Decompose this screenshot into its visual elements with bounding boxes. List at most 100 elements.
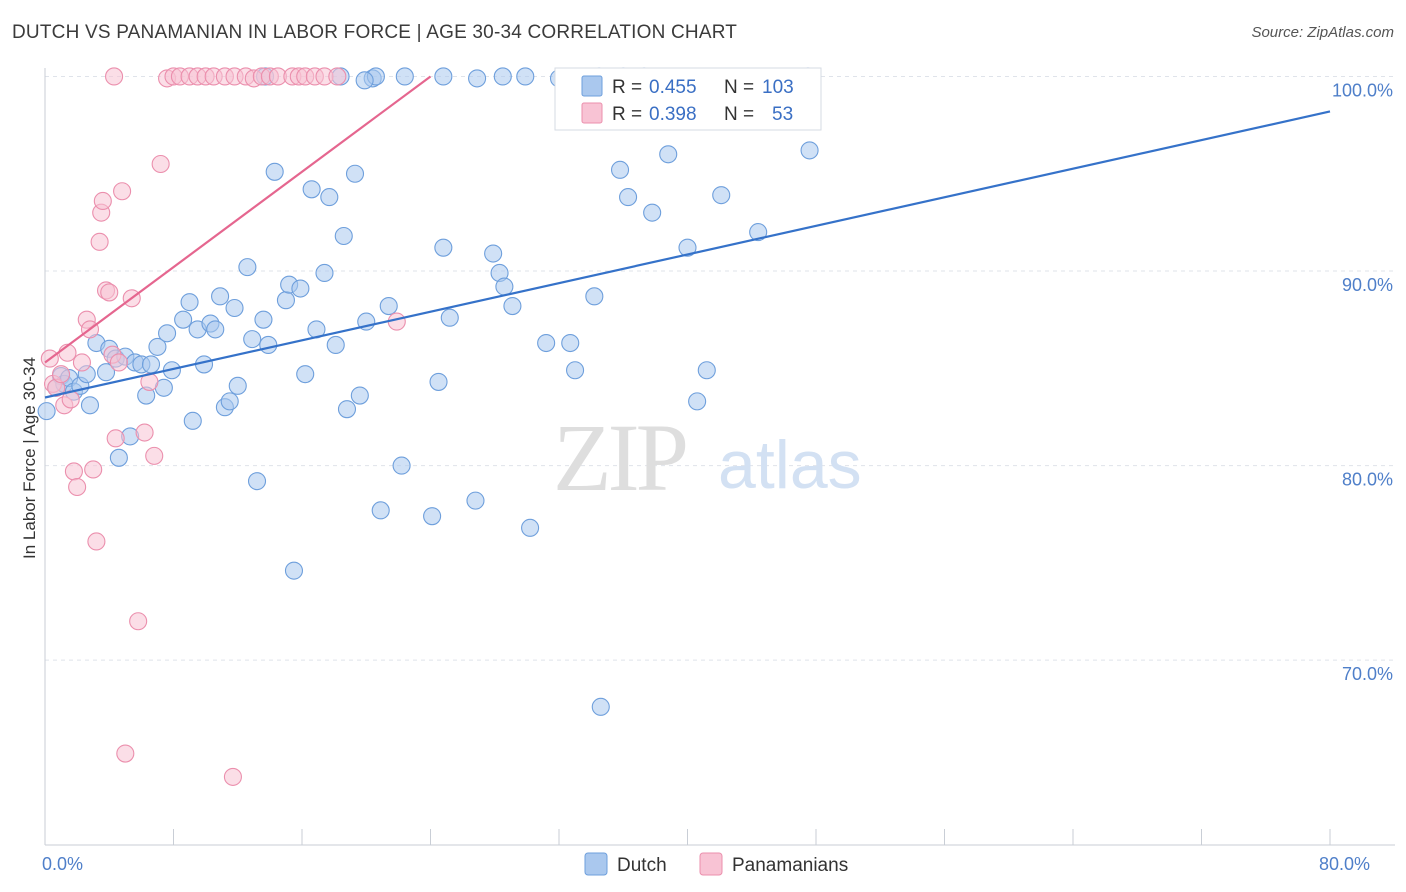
chart-source: Source: ZipAtlas.com bbox=[1251, 24, 1394, 41]
panamanian-point bbox=[90, 232, 109, 251]
dutch-point bbox=[259, 335, 278, 355]
dutch-point bbox=[174, 310, 193, 329]
dutch-point bbox=[537, 333, 556, 353]
dutch-point bbox=[96, 363, 116, 382]
stats-r-label-dutch: R = bbox=[612, 77, 642, 98]
stats-r-value-panamanians: 0.398 bbox=[649, 104, 697, 125]
panamanian-point bbox=[93, 191, 112, 211]
watermark-atlas: atlas bbox=[718, 427, 862, 503]
dutch-point bbox=[254, 310, 273, 329]
stats-n-value-dutch: 103 bbox=[762, 77, 794, 98]
panamanian-point bbox=[64, 462, 83, 481]
dutch-point bbox=[429, 372, 448, 391]
panamanian-point bbox=[84, 460, 103, 479]
dutch-point bbox=[238, 258, 257, 277]
y-axis-label: In Labor Force | Age 30-34 bbox=[20, 357, 39, 559]
dutch-point bbox=[379, 296, 398, 316]
dutch-point bbox=[493, 67, 512, 86]
stats-n-label-panamanians: N = bbox=[724, 104, 754, 125]
legend-label-panamanians: Panamanians bbox=[732, 855, 848, 876]
stats-n-value-panamanians: 53 bbox=[772, 104, 793, 125]
panamanian-point bbox=[223, 767, 242, 786]
dutch-point bbox=[516, 67, 535, 86]
dutch-point bbox=[619, 188, 638, 207]
panamanian-point bbox=[113, 182, 132, 201]
dutch-point bbox=[228, 376, 247, 395]
stats-legend: R = 0.455 N = 103 R = 0.398 N = 53 bbox=[554, 67, 822, 131]
dutch-point bbox=[484, 244, 503, 263]
y-tick-label: 80.0% bbox=[1342, 470, 1393, 490]
dutch-point bbox=[503, 296, 522, 316]
dutch-point bbox=[158, 324, 177, 343]
dutch-point bbox=[206, 320, 225, 339]
dutch-point bbox=[220, 392, 239, 411]
dutch-point bbox=[678, 238, 697, 257]
dutch-point bbox=[395, 67, 414, 86]
legend-swatch-dutch bbox=[584, 852, 608, 876]
dutch-point bbox=[211, 287, 230, 306]
gridlines bbox=[45, 75, 1395, 661]
panamanian-point bbox=[129, 612, 148, 631]
dutch-point bbox=[148, 337, 167, 356]
dutch-point bbox=[326, 335, 345, 355]
dutch-point bbox=[561, 333, 580, 353]
dutch-point bbox=[276, 291, 295, 310]
panamanian-point bbox=[109, 353, 128, 372]
dutch-point bbox=[434, 238, 453, 257]
dutch-point bbox=[659, 145, 678, 164]
dutch-point bbox=[80, 396, 100, 415]
dutch-point bbox=[265, 162, 284, 181]
panamanian-point bbox=[52, 365, 71, 384]
dutch-point bbox=[320, 188, 339, 207]
panamanian-trend-line bbox=[44, 75, 432, 364]
panamanian-point bbox=[68, 477, 87, 497]
legend-label-dutch: Dutch bbox=[617, 855, 667, 876]
stats-r-value-dutch: 0.455 bbox=[649, 77, 697, 98]
dutch-point bbox=[334, 226, 353, 246]
dutch-point bbox=[37, 402, 56, 421]
dutch-point bbox=[434, 67, 453, 86]
dutch-point bbox=[180, 293, 199, 312]
dutch-point bbox=[468, 69, 487, 88]
chart-title: DUTCH VS PANAMANIAN IN LABOR FORCE | AGE… bbox=[12, 22, 738, 43]
dutch-point bbox=[566, 361, 585, 380]
y-tick-label: 100.0% bbox=[1332, 80, 1393, 100]
dutch-point bbox=[466, 491, 485, 510]
dutch-point bbox=[585, 287, 604, 306]
dutch-point bbox=[521, 518, 540, 537]
y-tick-labels: 70.0% 80.0% 90.0% 100.0% bbox=[1332, 80, 1393, 684]
watermark-zip: ZIP bbox=[553, 404, 686, 511]
dutch-point bbox=[243, 330, 262, 349]
series-legend: Dutch Panamanians bbox=[584, 852, 848, 876]
x-tick-label: 80.0% bbox=[1319, 854, 1370, 874]
dutch-point bbox=[315, 263, 334, 283]
dutch-point bbox=[749, 223, 768, 242]
dutch-point bbox=[247, 472, 267, 491]
dutch-point bbox=[712, 186, 731, 205]
dutch-point bbox=[141, 355, 161, 374]
dutch-point bbox=[440, 308, 459, 327]
dutch-point bbox=[109, 448, 128, 467]
dutch-point bbox=[591, 697, 610, 716]
legend-swatch-panamanians bbox=[699, 852, 723, 876]
panamanian-point bbox=[72, 353, 91, 372]
stats-swatch-dutch bbox=[581, 75, 603, 97]
dutch-point bbox=[302, 180, 321, 199]
y-tick-label: 90.0% bbox=[1342, 275, 1393, 295]
dutch-point bbox=[296, 365, 315, 384]
x-tick-labels: 0.0% 80.0% bbox=[42, 854, 1370, 874]
panamanian-point bbox=[116, 744, 135, 763]
panamanian-point bbox=[100, 283, 119, 302]
panamanian-point bbox=[145, 446, 164, 465]
dutch-trend-line bbox=[44, 110, 1331, 399]
dutch-point bbox=[225, 298, 244, 318]
stats-swatch-panamanians bbox=[581, 102, 603, 124]
dutch-point bbox=[345, 164, 365, 183]
dutch-point bbox=[392, 456, 411, 475]
dutch-point bbox=[610, 160, 630, 179]
dutch-point bbox=[688, 392, 707, 411]
dutch-point bbox=[350, 386, 369, 405]
axes bbox=[44, 68, 1395, 846]
dutch-point bbox=[291, 279, 310, 298]
panamanian-point bbox=[87, 532, 106, 551]
